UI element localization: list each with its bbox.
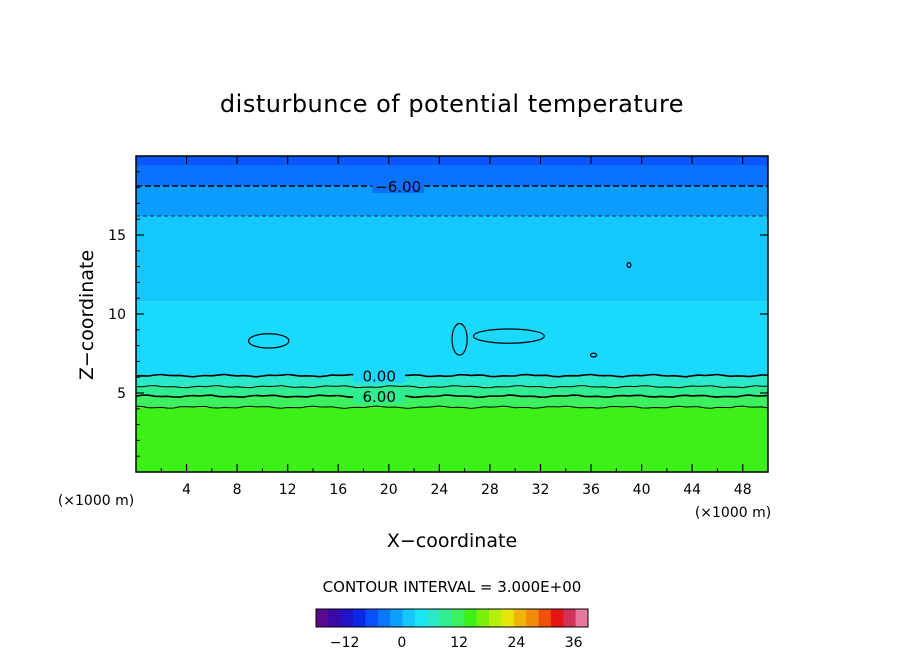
x-tick-label-4: 20 xyxy=(380,482,398,498)
colorbar-swatch-5 xyxy=(377,609,391,627)
plot-area: −6.00 0.00 6.00 xyxy=(135,155,769,473)
colorbar-swatch-3 xyxy=(353,609,366,627)
y-axis-label: Z−coordinate xyxy=(76,250,98,380)
colorbar-tick-label-2: 12 xyxy=(450,635,468,651)
colorbar-swatch-2 xyxy=(340,609,354,627)
x-tick-label-3: 16 xyxy=(329,482,347,498)
contour-label-bg-0 xyxy=(372,179,425,194)
x-tick-label-10: 44 xyxy=(683,482,701,498)
contour-patch-0 xyxy=(247,333,290,349)
field-band-2 xyxy=(136,186,768,217)
contour-line-2 xyxy=(135,373,769,378)
x-tick-label-7: 32 xyxy=(532,482,550,498)
x-axis-label: X−coordinate xyxy=(387,530,517,552)
contour-line-5 xyxy=(135,405,769,409)
field-band-6 xyxy=(136,386,768,397)
colorbar-swatch-16 xyxy=(513,609,527,627)
x-tick-label-2: 12 xyxy=(279,482,297,498)
contour-label-0: −6.00 xyxy=(375,178,421,196)
colorbar-swatch-1 xyxy=(328,609,342,627)
colorbar-tick-label-0: −12 xyxy=(330,635,360,651)
colorbar-swatch-13 xyxy=(476,609,490,627)
contour-label-bg-2 xyxy=(353,368,406,383)
y-tick-label-2: 15 xyxy=(108,228,126,244)
colorbar-swatch-14 xyxy=(489,609,502,627)
colorbar-tick-label-4: 36 xyxy=(565,635,583,651)
field-band-3 xyxy=(136,216,768,302)
y-unit-label: (×1000 m) xyxy=(58,493,134,509)
colorbar-swatch-0 xyxy=(316,609,329,627)
contour-patch-2 xyxy=(451,322,468,356)
colorbar-swatch-20 xyxy=(563,609,576,627)
colorbar-swatch-15 xyxy=(501,609,515,627)
colorbar-tick-label-1: 0 xyxy=(397,635,406,651)
colorbar-frame xyxy=(315,608,589,628)
field-band-5 xyxy=(136,375,768,387)
x-tick-label-6: 28 xyxy=(481,482,499,498)
x-tick-label-0: 4 xyxy=(182,482,191,498)
contour-line-3 xyxy=(135,385,768,389)
colorbar-swatch-18 xyxy=(538,609,552,627)
field-band-1 xyxy=(136,165,768,187)
contour-label-bg-4 xyxy=(353,389,406,404)
contour-patch-3 xyxy=(626,262,632,268)
contour-patch-4 xyxy=(589,352,598,358)
colorbar-swatch-10 xyxy=(439,609,453,627)
y-tick-label-1: 10 xyxy=(108,307,126,323)
contour-interval-text: CONTOUR INTERVAL = 3.000E+00 xyxy=(323,578,582,596)
colorbar-swatch-7 xyxy=(402,609,416,627)
colorbar-swatch-11 xyxy=(452,609,465,627)
x-tick-label-1: 8 xyxy=(233,482,242,498)
y-axis: 5 10 15 xyxy=(108,171,768,457)
contour-label-4: 6.00 xyxy=(362,388,395,406)
x-axis: 4 8 12 16 20 24 28 32 36 40 44 48 xyxy=(160,156,752,498)
x-tick-label-8: 36 xyxy=(582,482,600,498)
colorbar-tick-label-3: 24 xyxy=(508,635,526,651)
colorbar-swatch-19 xyxy=(550,609,564,627)
contour-line-4 xyxy=(135,394,769,399)
colorbar-swatch-9 xyxy=(427,609,440,627)
y-tick-label-0: 5 xyxy=(117,386,126,402)
colorbar-swatch-17 xyxy=(526,609,539,627)
field-band-7 xyxy=(136,396,768,408)
colorbar-swatch-8 xyxy=(414,609,428,627)
contour-label-2: 0.00 xyxy=(362,368,395,386)
x-tick-label-9: 40 xyxy=(633,482,651,498)
colorbar-swatch-21 xyxy=(575,609,589,627)
x-tick-label-11: 48 xyxy=(734,482,752,498)
contour-patch-1 xyxy=(472,328,545,344)
x-unit-label: (×1000 m) xyxy=(695,505,771,521)
colorbar-swatch-6 xyxy=(390,609,403,627)
chart-title: disturbunce of potential temperature xyxy=(220,90,684,118)
colorbar-swatch-12 xyxy=(464,609,478,627)
colorbar: −12 0 12 24 36 xyxy=(315,608,589,651)
field-band-0 xyxy=(136,156,768,166)
colorbar-swatch-4 xyxy=(365,609,379,627)
field-band-8 xyxy=(136,407,768,472)
x-tick-label-5: 24 xyxy=(430,482,448,498)
